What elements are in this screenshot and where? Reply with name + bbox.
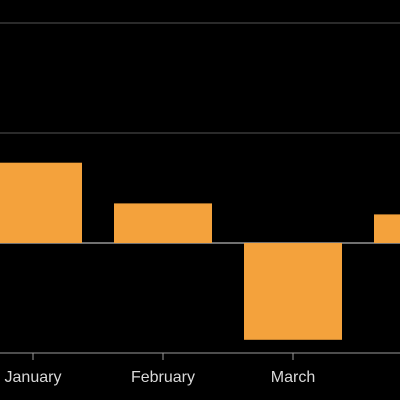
bar bbox=[0, 162, 82, 243]
x-tick-label: January bbox=[5, 369, 62, 386]
x-tick-label: February bbox=[131, 369, 195, 386]
x-tick-label: March bbox=[271, 369, 315, 386]
bar bbox=[114, 203, 212, 243]
bar bbox=[374, 214, 400, 243]
bar bbox=[244, 243, 342, 340]
